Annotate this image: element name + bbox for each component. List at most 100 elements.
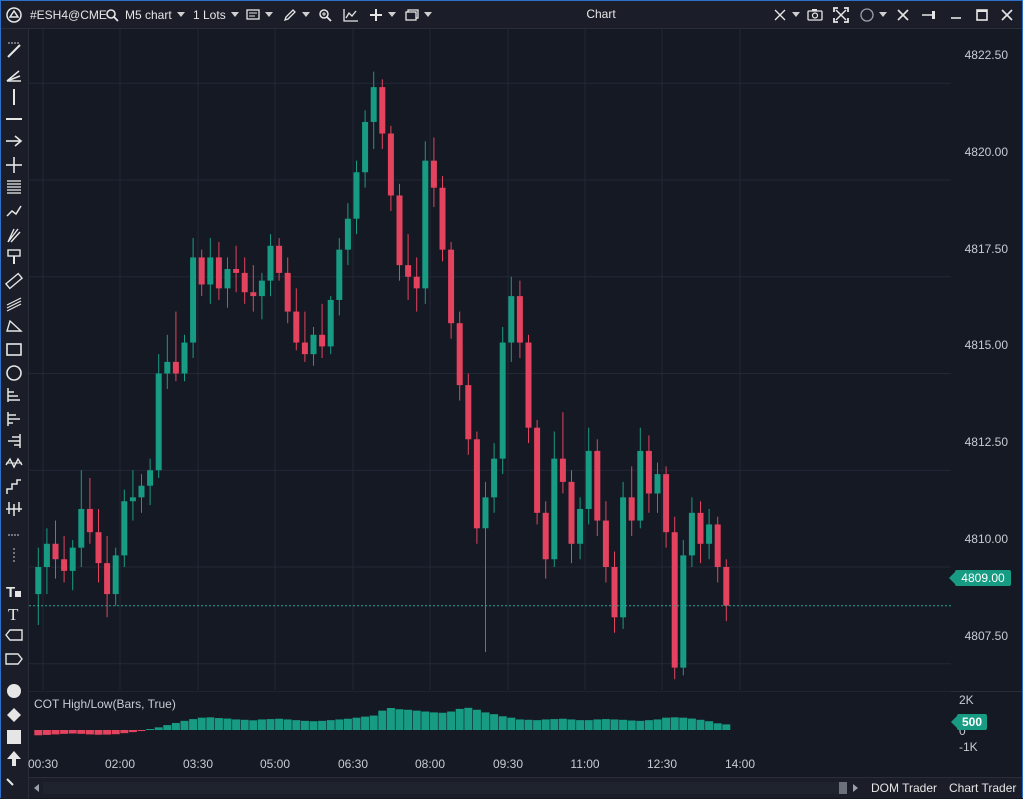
candles (35, 71, 730, 680)
trend-line-icon[interactable] (4, 41, 24, 61)
horizontal-line-icon[interactable] (4, 109, 24, 129)
ruler-icon[interactable] (4, 271, 24, 291)
time-label: 09:30 (492, 757, 524, 771)
chevron-down-icon (230, 12, 239, 17)
candle-body (233, 269, 240, 273)
chart-type-dropdown[interactable]: M5 chart (125, 1, 185, 28)
candle-body (370, 87, 377, 122)
search-icon[interactable] (105, 1, 119, 28)
cot-bar (137, 730, 146, 732)
minimize-icon[interactable] (950, 1, 962, 28)
candle-body (379, 87, 386, 134)
cot-bar (421, 711, 430, 730)
bars-pattern-icon[interactable] (4, 385, 24, 405)
app-logo-icon[interactable] (6, 1, 22, 28)
square-marker-icon[interactable] (4, 727, 24, 747)
cot-bar (593, 719, 602, 730)
corner-arrow-icon[interactable] (4, 773, 24, 793)
candle (448, 241, 455, 339)
candle (52, 520, 59, 579)
crosshair-icon[interactable] (773, 1, 800, 28)
candle (336, 238, 343, 316)
cot-bar (146, 729, 155, 730)
rectangle-icon[interactable] (4, 339, 24, 359)
arrow-icon[interactable] (4, 131, 24, 151)
price-scale[interactable]: 4822.50 4820.00 4817.50 4815.00 4812.50 … (951, 29, 1022, 690)
candle (112, 547, 119, 606)
fibonacci-icon[interactable] (4, 177, 24, 197)
candle (224, 257, 231, 308)
candle-body (344, 218, 351, 250)
candle (671, 516, 678, 680)
camera-icon[interactable] (807, 1, 823, 28)
scroll-right-icon[interactable] (851, 783, 859, 793)
layout-icon[interactable] (405, 1, 432, 28)
indicator-label[interactable]: COT High/Low(Bars, True) (34, 697, 176, 711)
horizontal-scrollbar[interactable] (43, 782, 843, 794)
cot-bar (378, 710, 387, 730)
candle-body (293, 311, 300, 343)
fan-icon[interactable] (4, 65, 24, 85)
crosshair-line-icon[interactable] (4, 155, 24, 175)
price-label-icon[interactable] (4, 625, 24, 645)
volume-profile-icon[interactable] (4, 409, 24, 429)
polyline-icon[interactable] (4, 201, 24, 221)
text-tool-icon[interactable]: T (4, 603, 24, 623)
maximize-icon[interactable] (976, 1, 988, 28)
circle-marker-icon[interactable] (4, 681, 24, 701)
cot-bar (103, 730, 112, 735)
candle-body (396, 195, 403, 266)
text-lock-icon[interactable]: T (4, 581, 24, 601)
price-label: 4812.50 (964, 435, 1008, 449)
cot-bar (369, 715, 378, 730)
candle (422, 141, 429, 304)
pitchfork-icon[interactable] (4, 225, 24, 245)
chart-trader-tab[interactable]: Chart Trader (949, 781, 1017, 795)
candle-body (568, 481, 575, 544)
template-menu-button[interactable] (246, 1, 273, 28)
close-icon[interactable] (1001, 1, 1013, 28)
candle (456, 311, 463, 401)
lots-dropdown[interactable]: 1 Lots (193, 1, 239, 28)
candle-body (620, 497, 627, 618)
indicator-pane[interactable] (29, 691, 951, 753)
bottom-bar: DOM Trader Chart Trader (29, 777, 1022, 798)
time-axis[interactable]: 00:30 02:00 03:30 05:00 06:30 08:00 09:3… (28, 753, 951, 777)
settings-tools-icon[interactable] (896, 1, 910, 28)
dom-trader-tab[interactable]: DOM Trader (871, 781, 938, 795)
candle (516, 280, 523, 359)
scroll-left-icon[interactable] (33, 783, 41, 793)
triangle-icon[interactable] (4, 315, 24, 335)
vertical-line-icon[interactable] (4, 87, 24, 107)
zoom-icon[interactable] (318, 1, 332, 28)
step-line-icon[interactable] (4, 477, 24, 497)
paint-roller-icon[interactable] (4, 247, 24, 267)
candle-body (147, 470, 154, 486)
price-chart-pane[interactable] (29, 29, 951, 690)
candle (508, 276, 515, 362)
pin-icon[interactable] (921, 1, 937, 28)
add-icon[interactable] (369, 1, 396, 28)
candle (310, 327, 317, 366)
indicator-value-badge: 500 (951, 714, 987, 730)
tag-icon[interactable] (4, 649, 24, 669)
indicators-icon[interactable] (343, 1, 359, 28)
candle-body (637, 450, 644, 521)
candle-body (69, 547, 76, 571)
time-label: 02:00 (104, 757, 136, 771)
channel-icon[interactable] (4, 293, 24, 313)
ellipse-icon[interactable] (4, 363, 24, 383)
diamond-marker-icon[interactable] (4, 705, 24, 725)
arrow-up-marker-icon[interactable] (4, 749, 24, 769)
scrollbar-thumb[interactable] (839, 782, 847, 794)
fullscreen-icon[interactable] (833, 1, 849, 28)
bar-pattern-icon[interactable] (4, 499, 24, 519)
candle (534, 419, 541, 525)
link-color-icon[interactable] (860, 1, 887, 28)
candle (164, 334, 171, 389)
cot-bar (636, 720, 645, 730)
cycle-lines-icon[interactable] (4, 453, 24, 473)
pen-tool-button[interactable] (283, 1, 310, 28)
symbol-label[interactable]: #ESH4@CME (30, 7, 107, 22)
price-range-icon[interactable] (4, 431, 24, 451)
